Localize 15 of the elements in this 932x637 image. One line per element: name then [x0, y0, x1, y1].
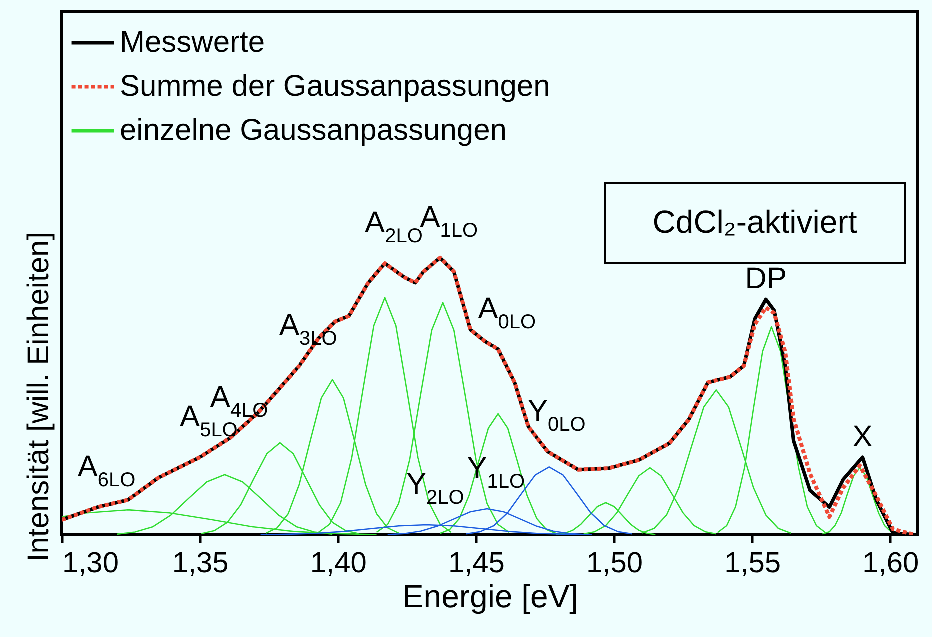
legend-label: Messwerte [120, 26, 266, 59]
x-tick-label: 1,30 [62, 548, 119, 580]
x-tick-label: 1,40 [310, 548, 367, 580]
annotation: DP [745, 262, 787, 296]
y-axis-title: Intensität [will. Einheiten] [22, 232, 56, 562]
annotation: X [852, 420, 873, 454]
text: CdCl₂-aktiviert [652, 204, 858, 240]
x-tick-label: 1,55 [724, 548, 782, 580]
x-axis-title: Energie [eV] [402, 578, 579, 614]
x-tick-label: 1,35 [172, 548, 229, 580]
x-tick-label: 1,45 [448, 548, 505, 580]
legend-label: einzelne Gaussanpassungen [120, 114, 507, 147]
legend-label: Summe der Gaussanpassungen [120, 70, 550, 103]
x-tick-label: 1,60 [862, 548, 920, 580]
x-tick-label: 1,50 [586, 548, 643, 580]
